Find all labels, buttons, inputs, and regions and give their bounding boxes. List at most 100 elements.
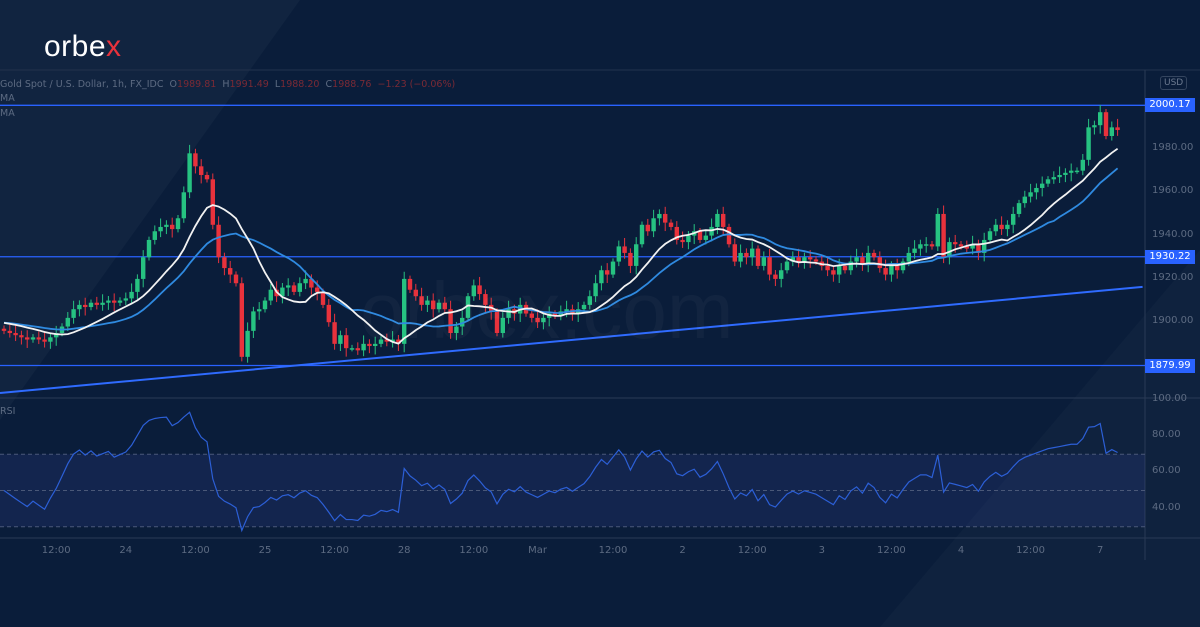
candle-up bbox=[709, 226, 714, 236]
price-tick-label: 1980.00 bbox=[1152, 142, 1194, 153]
candle-down bbox=[407, 278, 413, 290]
open-label: O bbox=[169, 79, 178, 90]
candle-up bbox=[164, 224, 169, 227]
candle-up bbox=[906, 252, 911, 262]
close-value: 1988.76 bbox=[332, 79, 372, 90]
candle-up bbox=[262, 300, 268, 310]
price-level-tag[interactable]: 1879.99 bbox=[1145, 358, 1195, 373]
candle-down bbox=[355, 348, 360, 351]
candle-down bbox=[663, 213, 668, 223]
price-tick-label: 1900.00 bbox=[1152, 315, 1194, 327]
time-tick-label: 12:00 bbox=[320, 545, 350, 556]
low-label: L bbox=[274, 79, 281, 90]
candle-up bbox=[390, 339, 395, 342]
candle-up bbox=[54, 333, 59, 338]
candle-up bbox=[564, 309, 569, 312]
candle-down bbox=[813, 259, 819, 262]
time-tick-label: 12:00 bbox=[459, 545, 489, 556]
candles bbox=[1, 105, 1120, 363]
candle-down bbox=[367, 343, 372, 347]
symbol-name[interactable]: Gold Spot / U.S. Dollar, 1h, FX_IDC bbox=[0, 79, 164, 90]
candle-up bbox=[30, 337, 36, 340]
ma-slow-line bbox=[3, 167, 1119, 331]
candle-up bbox=[48, 337, 53, 342]
candle-up bbox=[465, 296, 471, 318]
candle-up bbox=[77, 304, 82, 310]
candle-down bbox=[732, 244, 737, 262]
candle-up bbox=[338, 335, 343, 344]
candle-up bbox=[280, 287, 285, 297]
rsi-tick-label: 60.00 bbox=[1152, 465, 1181, 477]
candle-down bbox=[326, 304, 331, 323]
candle-up bbox=[935, 213, 940, 247]
time-tick-label: 12:00 bbox=[41, 545, 71, 556]
candle-up bbox=[1063, 172, 1068, 175]
candle-down bbox=[552, 313, 558, 316]
candle-up bbox=[152, 231, 157, 240]
candle-up bbox=[1057, 174, 1062, 178]
candle-up bbox=[500, 317, 505, 334]
price-level-tag[interactable]: 2000.17 bbox=[1145, 98, 1195, 113]
ma-legend-2[interactable]: MA bbox=[0, 108, 15, 119]
candle-up bbox=[802, 257, 807, 262]
candle-up bbox=[349, 348, 355, 350]
candle-down bbox=[320, 291, 326, 305]
candle-down bbox=[419, 296, 424, 305]
candle-up bbox=[1069, 170, 1074, 173]
rsi-tick-label: 100.00 bbox=[1152, 393, 1187, 404]
symbol-legend: Gold Spot / U.S. Dollar, 1h, FX_IDC O 198… bbox=[0, 79, 455, 90]
candle-up bbox=[1028, 192, 1033, 197]
candle-up bbox=[158, 226, 163, 232]
candle-up bbox=[141, 257, 146, 279]
candle-down bbox=[808, 257, 813, 260]
close-label: C bbox=[325, 79, 333, 90]
candle-down bbox=[483, 294, 488, 305]
rsi-line bbox=[3, 411, 1118, 533]
candle-up bbox=[837, 265, 842, 275]
moving-averages bbox=[3, 147, 1119, 345]
candle-up bbox=[135, 278, 140, 292]
time-tick-label: 7 bbox=[1097, 545, 1104, 556]
candle-down bbox=[895, 265, 900, 271]
candle-down bbox=[773, 274, 778, 279]
candle-up bbox=[245, 330, 250, 357]
candle-down bbox=[1115, 127, 1120, 131]
candle-up bbox=[761, 257, 766, 266]
candle-down bbox=[112, 300, 117, 303]
candle-down bbox=[477, 285, 482, 295]
rsi-legend[interactable]: RSI bbox=[0, 406, 16, 417]
candle-up bbox=[361, 343, 366, 351]
candle-up bbox=[454, 326, 459, 334]
candle-down bbox=[605, 270, 610, 275]
candle-up bbox=[1086, 127, 1091, 160]
high-value: 1991.49 bbox=[229, 79, 269, 90]
candle-down bbox=[448, 309, 453, 334]
candle-up bbox=[425, 300, 430, 305]
candle-down bbox=[233, 274, 239, 284]
candle-up bbox=[686, 235, 691, 243]
time-tick-label: 28 bbox=[397, 545, 411, 556]
currency-badge[interactable]: USD bbox=[1160, 76, 1188, 90]
candle-up bbox=[779, 270, 784, 279]
time-tick-label: 24 bbox=[119, 545, 133, 556]
ma-legend-1[interactable]: MA bbox=[0, 93, 15, 104]
candle-down bbox=[199, 166, 204, 175]
candle-up bbox=[1109, 127, 1114, 137]
candle-down bbox=[680, 239, 685, 243]
candle-up bbox=[784, 261, 790, 271]
candle-down bbox=[384, 339, 389, 342]
candle-up bbox=[790, 257, 795, 262]
candle-down bbox=[645, 224, 650, 232]
price-tick-label: 1920.00 bbox=[1152, 271, 1194, 283]
candle-up bbox=[436, 302, 442, 310]
candle-up bbox=[581, 304, 587, 310]
time-tick-label: 25 bbox=[258, 545, 272, 556]
candle-down bbox=[13, 333, 18, 336]
candle-up bbox=[1074, 170, 1080, 173]
candle-down bbox=[36, 337, 41, 340]
price-level-tag[interactable]: 1930.22 bbox=[1145, 249, 1195, 264]
candle-down bbox=[831, 270, 836, 275]
time-tick-label: 12:00 bbox=[876, 545, 906, 556]
candle-down bbox=[976, 244, 981, 253]
